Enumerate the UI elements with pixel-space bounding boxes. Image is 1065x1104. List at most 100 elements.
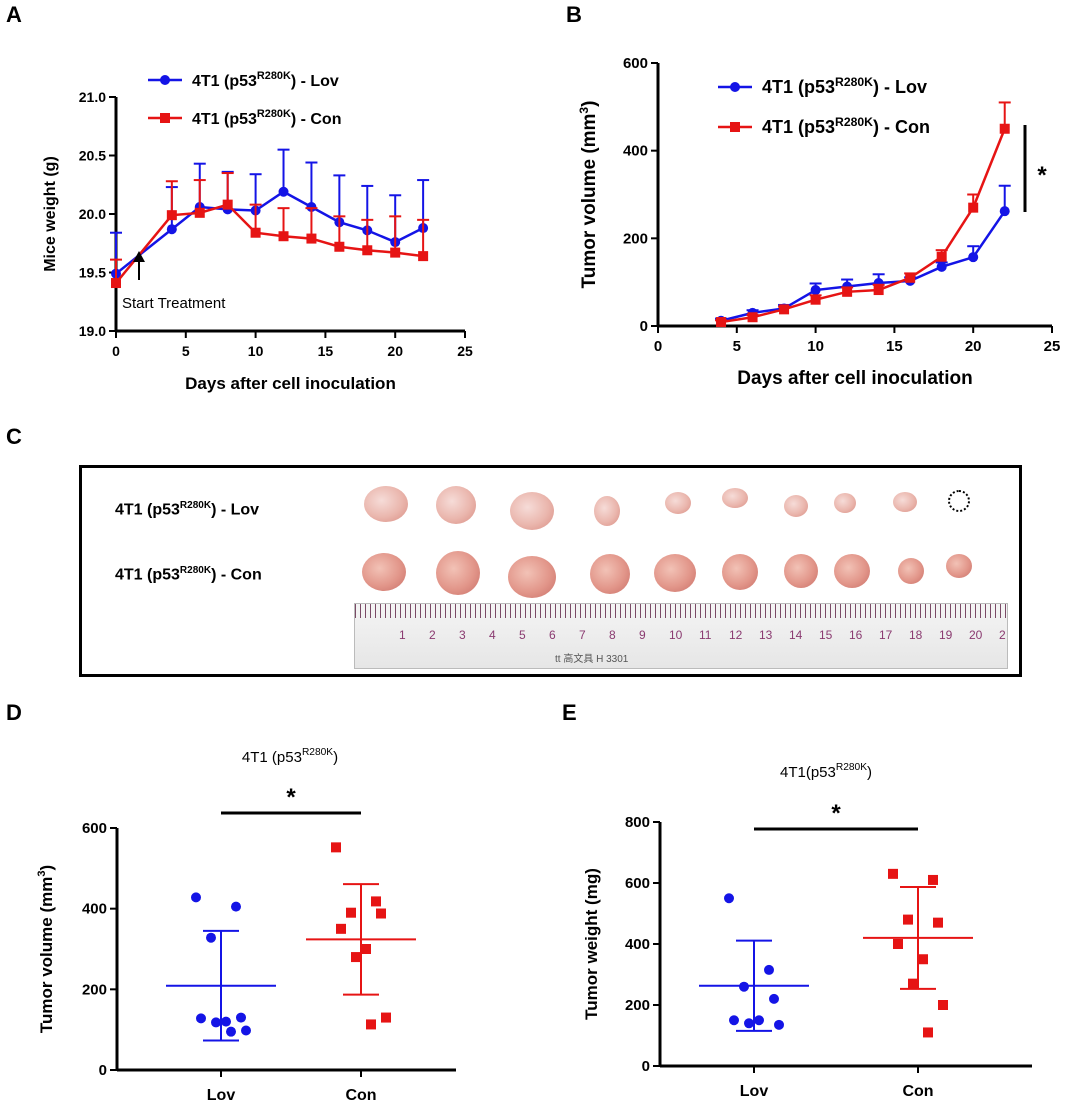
data-point xyxy=(241,1025,251,1036)
data-point xyxy=(873,285,884,296)
data-point xyxy=(306,233,317,244)
significance-star: * xyxy=(1037,162,1047,189)
x-tick-label: Con xyxy=(902,1083,933,1100)
y-tick-label: 0 xyxy=(99,1062,107,1079)
y-tick-label: 600 xyxy=(82,820,107,837)
y-tick-label: 200 xyxy=(625,997,650,1014)
tumor-lov xyxy=(893,492,917,512)
ruler-number: 5 xyxy=(519,628,526,642)
ruler-number: 10 xyxy=(669,628,683,642)
ruler-number: 12 xyxy=(729,628,743,642)
y-tick-label: 19.5 xyxy=(79,265,106,281)
data-point xyxy=(366,1019,376,1030)
data-point xyxy=(842,286,853,297)
y-axis-label: Tumor volume (mm3) xyxy=(36,865,56,1033)
chart-tumor-volume-growth: 0 5 10 15 20 25 0 200 400 600 Days after cell inoc… xyxy=(577,55,1060,389)
data-point xyxy=(810,285,821,296)
data-point xyxy=(346,907,356,918)
ruler-number: 11 xyxy=(699,628,712,642)
data-point xyxy=(336,923,346,934)
data-point xyxy=(810,294,821,305)
chart-title: 4T1 (p53R280K) xyxy=(242,747,338,766)
tumor-lov xyxy=(784,495,808,517)
legend-marker xyxy=(730,82,740,92)
data-point xyxy=(999,206,1010,217)
data-point xyxy=(226,1026,236,1037)
data-point xyxy=(361,944,371,954)
data-point xyxy=(221,1016,231,1027)
data-point xyxy=(744,1018,754,1029)
x-tick-label: 5 xyxy=(182,343,190,359)
tumor-con xyxy=(722,554,758,590)
ruler-number: 4 xyxy=(489,628,496,642)
data-point xyxy=(968,252,979,263)
panel-label-e: E xyxy=(562,700,577,725)
data-point xyxy=(196,1013,206,1024)
legend-label: 4T1 (p53R280K) - Lov xyxy=(192,70,339,90)
panel-label-b: B xyxy=(566,2,582,27)
data-point xyxy=(739,981,749,992)
data-point xyxy=(231,901,241,912)
significance-star: * xyxy=(286,784,296,811)
data-point xyxy=(903,914,913,925)
ruler-number: 6 xyxy=(549,628,556,642)
data-point xyxy=(166,224,177,235)
data-point xyxy=(928,874,938,885)
ruler-number: 13 xyxy=(759,628,773,642)
data-point xyxy=(968,202,979,213)
ruler-number: 1 xyxy=(399,628,406,642)
y-tick-label: 400 xyxy=(623,143,648,160)
data-point xyxy=(191,892,201,903)
data-point xyxy=(774,1019,784,1030)
data-point xyxy=(376,908,386,919)
legend-label: 4T1 (p53R280K) - Con xyxy=(192,108,341,128)
tumor-con xyxy=(654,554,696,592)
y-tick-label: 19.0 xyxy=(79,323,106,339)
data-point xyxy=(381,1012,391,1023)
y-tick-label: 600 xyxy=(625,875,650,892)
y-tick-label: 0 xyxy=(640,318,648,335)
x-tick-label: 10 xyxy=(248,343,264,359)
legend-marker xyxy=(160,75,170,85)
data-point xyxy=(764,964,774,975)
series-line xyxy=(115,203,424,284)
chart-final-tumor-volume: 0 200 400 600 Lov Con Tumor volume (mm3) 4T1 (p… xyxy=(36,747,456,1104)
x-tick-label: Lov xyxy=(207,1087,236,1104)
data-point xyxy=(331,842,341,853)
tumor-lov xyxy=(722,488,748,508)
panel-label-a: A xyxy=(6,2,22,27)
missing-tumor-marker xyxy=(948,490,970,512)
data-point xyxy=(724,893,734,904)
tumor-con xyxy=(784,554,818,588)
data-point xyxy=(362,245,373,256)
data-point xyxy=(236,1012,246,1023)
panel-label-c: C xyxy=(6,424,22,449)
x-tick-label: 15 xyxy=(886,338,903,355)
chart-final-tumor-weight: 0 200 400 600 800 Lov Con Tumor weight (mg) 4T1(… xyxy=(582,762,1032,1100)
data-point xyxy=(888,868,898,879)
data-point xyxy=(390,247,401,258)
ruler-number: 15 xyxy=(819,628,833,642)
data-point xyxy=(278,186,289,197)
y-tick-label: 800 xyxy=(625,814,650,831)
tumor-lov xyxy=(834,493,856,513)
data-point xyxy=(933,917,943,928)
x-tick-label: 25 xyxy=(457,343,473,359)
x-tick-label: Con xyxy=(345,1087,376,1104)
tumor-con xyxy=(508,556,556,598)
chart-mice-weight: 0 5 10 15 20 25 19.0 19.5 20.0 20.5 21.0 Days after… xyxy=(42,70,473,393)
y-tick-label: 20.0 xyxy=(79,206,106,222)
x-tick-label: 5 xyxy=(733,338,741,355)
ruler-brand: tt 高文具 H 3301 xyxy=(555,654,629,665)
ruler-number: 2 xyxy=(429,628,436,642)
ruler-number: 3 xyxy=(459,628,466,642)
ruler-number: 8 xyxy=(609,628,616,642)
data-point xyxy=(211,1017,221,1028)
panel-label-d: D xyxy=(6,700,22,725)
data-point xyxy=(999,123,1010,134)
ruler-ticks xyxy=(355,604,1007,618)
legend-marker xyxy=(730,122,740,132)
x-tick-label: Lov xyxy=(740,1083,769,1100)
ruler-number: 18 xyxy=(909,628,923,642)
x-axis-label: Days after cell inoculation xyxy=(185,374,396,393)
